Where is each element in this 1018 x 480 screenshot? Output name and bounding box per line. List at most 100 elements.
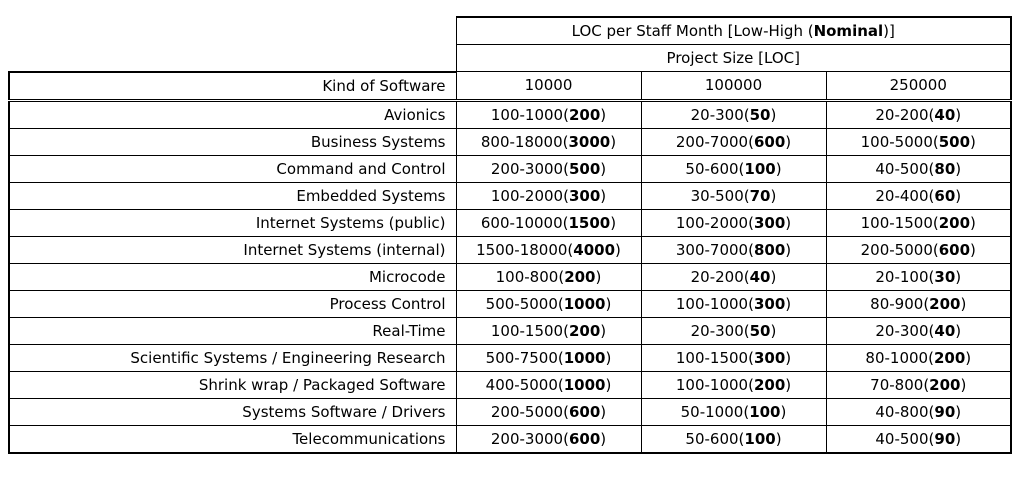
range-value: 100-800 [495,267,559,286]
range-value: 200-7000 [675,132,749,151]
nominal-value: 50 [749,105,771,124]
nominal-value: 40 [934,105,956,124]
nominal-value: 100 [744,429,776,448]
range-value: 50-600 [685,429,739,448]
open-paren: ( [928,186,935,205]
range-value: 400-5000 [485,375,558,394]
table-title: LOC per Staff Month [Low-High (Nominal)] [455,16,1013,45]
value-cell: 100-1000(200) [455,99,642,129]
table-row: Command and Control 200-3000(500) 50-600… [8,154,1013,183]
software-name: Avionics [8,99,457,129]
kind-of-software-header: Kind of Software [8,70,457,102]
nominal-value: 200 [929,294,961,313]
range-value: 100-1500 [675,348,749,367]
range-value: 20-100 [875,267,929,286]
close-paren: ) [605,294,612,313]
nominal-value: 600 [568,402,601,421]
table-row: Telecommunications 200-3000(600) 50-600(… [8,424,1013,454]
value-cell: 100-5000(500) [825,127,1013,156]
range-value: 500-7500 [485,348,558,367]
range-value: 100-2000 [675,213,749,232]
open-paren: ( [558,267,565,286]
nominal-value: 1500 [568,213,611,232]
value-cell: 20-400(60) [825,181,1013,210]
project-size-header: Project Size [LOC] [455,44,1013,72]
close-paren: ) [600,402,607,421]
close-paren: ) [600,321,607,340]
value-cell: 500-5000(1000) [455,289,642,318]
software-name: Shrink wrap / Packaged Software [8,370,457,399]
table-row: Systems Software / Drivers 200-5000(600)… [8,397,1013,426]
nominal-value: 4000 [573,240,616,259]
close-paren: ) [960,294,967,313]
close-paren: ) [775,429,782,448]
open-paren: ( [563,186,569,205]
range-value: 500-5000 [485,294,558,313]
range-value: 800-18000 [480,132,563,151]
close-paren: ) [605,348,612,367]
range-value: 100-1000 [490,105,564,124]
range-value: 100-1500 [860,213,933,232]
range-value: 200-5000 [490,402,564,421]
nominal-value: 200 [938,213,971,232]
value-cell: 20-300(40) [825,316,1013,345]
nominal-value: 300 [753,294,786,313]
nominal-value: 1000 [563,348,606,367]
close-paren: ) [785,213,792,232]
open-paren: ( [743,402,750,421]
software-name: Internet Systems (public) [8,208,457,237]
open-paren: ( [928,159,935,178]
table-title-bold: Nominal [813,22,884,40]
close-paren: ) [955,105,962,124]
software-name: Business Systems [8,127,457,156]
open-paren: ( [748,375,754,394]
close-paren: ) [785,294,792,313]
value-cell: 200-5000(600) [455,397,642,426]
value-cell: 50-600(100) [640,424,827,454]
open-paren: ( [743,105,750,124]
value-cell: 20-200(40) [640,262,827,291]
nominal-value: 600 [938,240,971,259]
close-paren: ) [955,186,962,205]
nominal-value: 30 [934,267,956,286]
open-paren: ( [563,429,569,448]
nominal-value: 90 [934,402,956,421]
range-value: 100-1000 [675,294,749,313]
open-paren: ( [563,402,569,421]
open-paren: ( [563,159,569,178]
nominal-value: 200 [564,267,596,286]
range-value: 100-5000 [860,132,933,151]
size-header-100000: 100000 [640,71,827,102]
open-paren: ( [557,375,564,394]
nominal-value: 600 [753,132,786,151]
range-value: 1500-18000 [476,240,568,259]
value-cell: 100-1500(200) [825,208,1013,237]
open-paren: ( [748,348,754,367]
range-value: 300-7000 [675,240,749,259]
value-cell: 200-5000(600) [825,235,1013,264]
value-cell: 100-1000(200) [640,370,827,399]
value-cell: 40-500(90) [825,424,1013,454]
close-paren: ) [970,213,976,232]
software-name: Systems Software / Drivers [8,397,457,426]
value-cell: 800-18000(3000) [455,127,642,156]
nominal-value: 300 [568,186,601,205]
open-paren: ( [923,375,930,394]
nominal-value: 100 [749,402,781,421]
open-paren: ( [557,294,564,313]
range-value: 40-500 [875,429,929,448]
open-paren: ( [928,402,935,421]
nominal-value: 90 [934,429,956,448]
nominal-value: 40 [934,321,956,340]
close-paren: ) [970,132,976,151]
size-header-10000: 10000 [455,71,642,102]
software-name: Telecommunications [8,424,457,454]
close-paren: ) [600,105,607,124]
range-value: 40-800 [875,402,929,421]
open-paren: ( [932,132,939,151]
close-paren: ) [600,159,607,178]
nominal-value: 60 [934,186,956,205]
value-cell: 600-10000(1500) [455,208,642,237]
value-cell: 20-100(30) [825,262,1013,291]
range-value: 80-900 [870,294,924,313]
